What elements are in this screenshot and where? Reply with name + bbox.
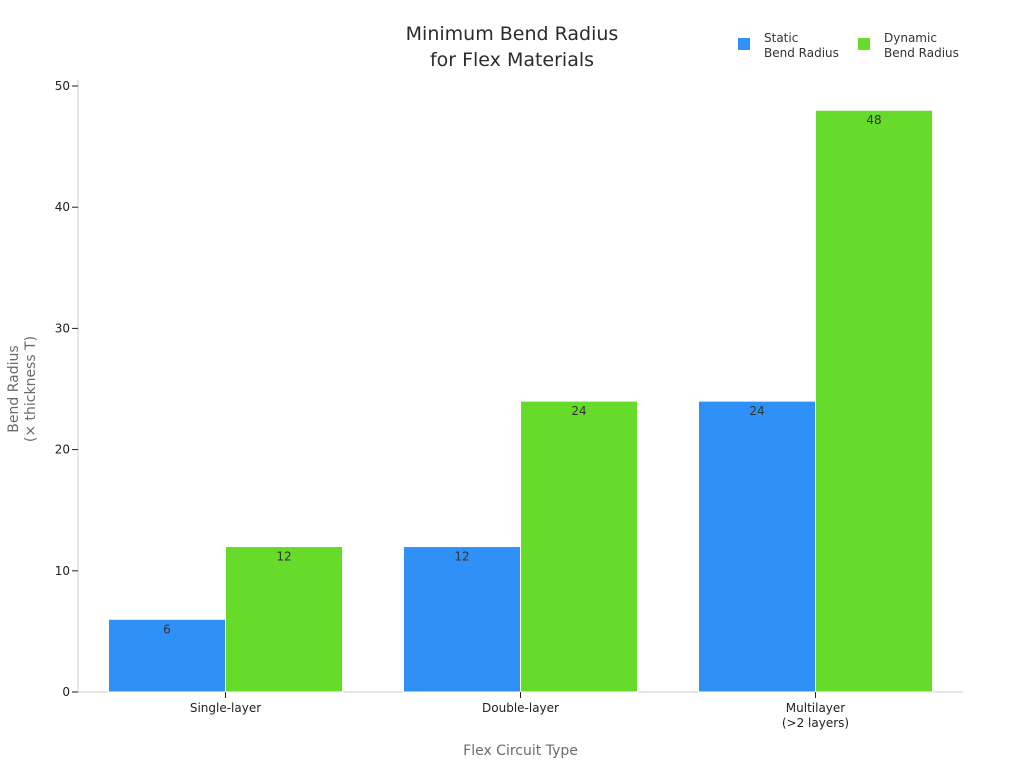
- legend-label-2: Dynamic Bend Radius: [884, 31, 959, 60]
- legend-label-2-line-1: Dynamic: [884, 31, 937, 45]
- y-axis-title-line-1: Bend Radius: [6, 345, 22, 432]
- data-label: 12: [276, 550, 291, 564]
- y-axis-title-line-2: (× thickness T): [23, 336, 39, 442]
- data-label: 12: [454, 550, 469, 564]
- chart-title: Minimum Bend Radius for Flex Materials: [406, 23, 619, 71]
- x-tick-label-3-line-2: (>2 layers): [782, 716, 849, 730]
- chart-bars: [108, 109, 933, 693]
- x-tick-label-2-line-1: Double-layer: [482, 701, 559, 715]
- y-tick-label: 50: [55, 79, 70, 93]
- legend-label-2-line-2: Bend Radius: [884, 46, 959, 60]
- y-tick-label: 40: [55, 200, 70, 214]
- x-axis-title: Flex Circuit Type: [463, 743, 578, 759]
- y-axis-title: Bend Radius(× thickness T): [6, 336, 39, 442]
- y-tick-label: 0: [62, 685, 70, 699]
- chart-title-text: Minimum Bend Radius for Flex Materials: [406, 23, 619, 71]
- data-label: 24: [749, 404, 764, 418]
- x-axis-ticks: Single-layer Double-layer Multilayer (>2 la…: [190, 692, 849, 730]
- bar-static-2: [403, 546, 521, 693]
- data-label: 48: [866, 113, 881, 127]
- x-tick-label-1-line-1: Single-layer: [190, 701, 261, 715]
- legend-swatch-1: [738, 38, 750, 50]
- bar-static-1: [108, 618, 226, 693]
- bar-dynamic-3: [815, 109, 933, 693]
- data-label: 24: [571, 404, 586, 418]
- x-tick-label-1: Single-layer: [190, 701, 261, 715]
- y-axis-ticks: 0 10 20 30 40 50: [55, 79, 78, 699]
- x-tick-label-2: Double-layer: [482, 701, 559, 715]
- legend-label-1-line-1: Static: [764, 31, 798, 45]
- legend-label-1-line-2: Bend Radius: [764, 46, 839, 60]
- legend-swatch-2: [858, 38, 870, 50]
- chart-title-text-line-1: Minimum Bend Radius: [406, 23, 619, 45]
- axis-titles: Flex Circuit Type Bend Radius(× thickness…: [6, 336, 578, 759]
- legend-label-1: Static Bend Radius: [764, 31, 839, 60]
- x-tick-label-3: Multilayer (>2 layers): [782, 701, 849, 730]
- chart-title-text-line-2: for Flex Materials: [430, 49, 594, 71]
- bar-dynamic-1: [225, 546, 343, 693]
- bar-dynamic-2: [520, 400, 638, 693]
- data-label: 6: [163, 622, 171, 636]
- x-tick-label-3-line-1: Multilayer: [786, 701, 846, 715]
- y-tick-label: 20: [55, 443, 70, 457]
- chart-data-labels: 6 12 12 24 24 48: [163, 113, 881, 636]
- y-tick-label: 30: [55, 321, 70, 335]
- y-tick-label: 10: [55, 564, 70, 578]
- bar-static-3: [698, 400, 816, 693]
